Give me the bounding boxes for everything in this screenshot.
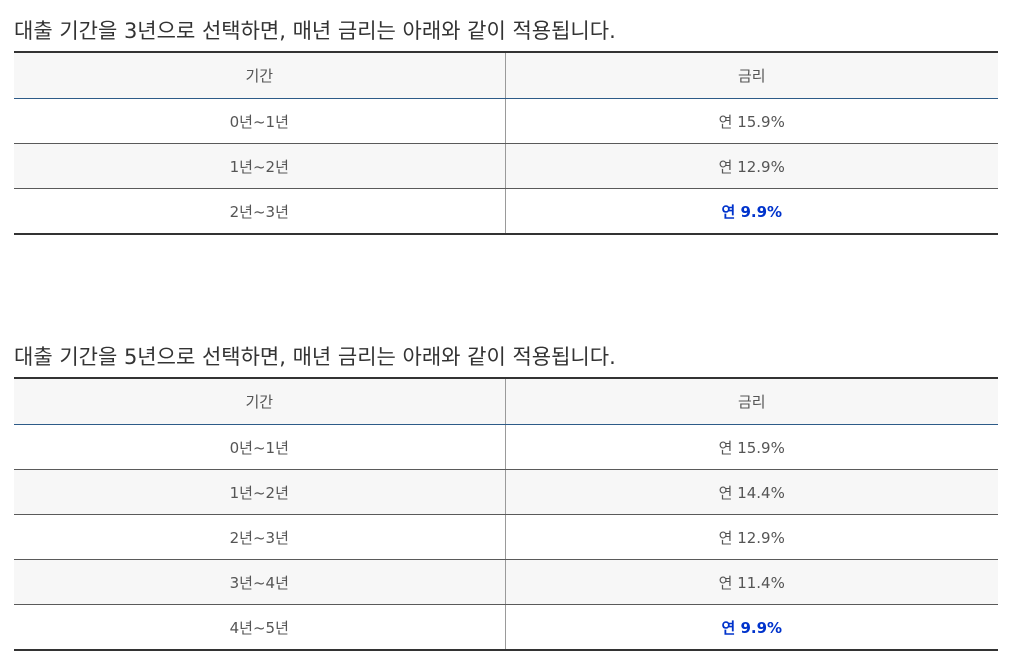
table-row: 0년~1년 연 15.9% [14,424,998,470]
period-cell: 2년~3년 [14,514,506,560]
period-cell: 3년~4년 [14,559,506,605]
table-row: 1년~2년 연 14.4% [14,469,998,515]
section-5-year-term: 대출 기간을 5년으로 선택하면, 매년 금리는 아래와 같이 적용됩니다. 기… [14,342,998,651]
rate-cell: 연 12.9% [505,143,998,189]
column-header-period: 기간 [14,51,506,99]
section-3-year-term: 대출 기간을 3년으로 선택하면, 매년 금리는 아래와 같이 적용됩니다. 기… [14,16,998,235]
period-cell: 4년~5년 [14,604,506,651]
rate-cell: 연 15.9% [505,98,998,144]
column-header-period: 기간 [14,377,506,425]
period-cell: 1년~2년 [14,143,506,189]
period-cell: 0년~1년 [14,424,506,470]
table-row: 2년~3년 연 12.9% [14,514,998,560]
table-header-row: 기간 금리 [14,51,998,99]
table-row: 1년~2년 연 12.9% [14,143,998,189]
period-cell: 0년~1년 [14,98,506,144]
period-cell: 2년~3년 [14,188,506,235]
table-row: 2년~3년 연 9.9% [14,188,998,235]
table-row: 4년~5년 연 9.9% [14,604,998,651]
rate-cell: 연 14.4% [505,469,998,515]
rate-table-3-year: 기간 금리 0년~1년 연 15.9% 1년~2년 연 12.9% 2년~3년 … [14,51,998,235]
column-header-rate: 금리 [505,51,998,99]
section-heading-5-year: 대출 기간을 5년으로 선택하면, 매년 금리는 아래와 같이 적용됩니다. [14,345,616,369]
rate-table-5-year: 기간 금리 0년~1년 연 15.9% 1년~2년 연 14.4% 2년~3년 … [14,377,998,651]
table-row: 0년~1년 연 15.9% [14,98,998,144]
rate-cell-highlighted: 연 9.9% [505,188,998,235]
rate-cell: 연 12.9% [505,514,998,560]
period-cell: 1년~2년 [14,469,506,515]
rate-cell: 연 11.4% [505,559,998,605]
table-row: 3년~4년 연 11.4% [14,559,998,605]
table-header-row: 기간 금리 [14,377,998,425]
rate-cell-highlighted: 연 9.9% [505,604,998,651]
column-header-rate: 금리 [505,377,998,425]
section-heading-3-year: 대출 기간을 3년으로 선택하면, 매년 금리는 아래와 같이 적용됩니다. [14,19,616,43]
rate-cell: 연 15.9% [505,424,998,470]
